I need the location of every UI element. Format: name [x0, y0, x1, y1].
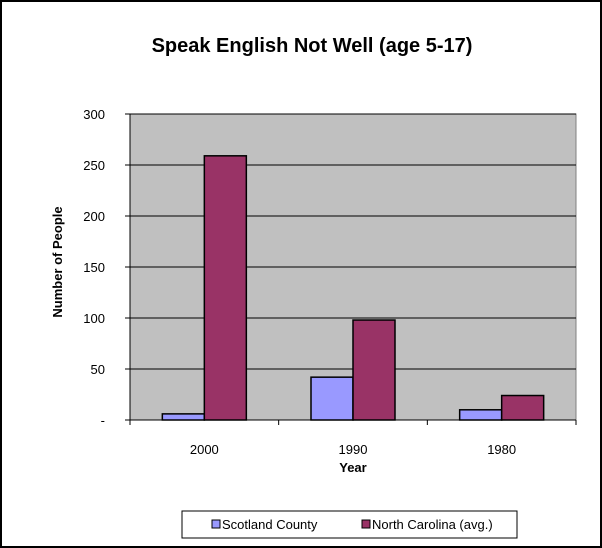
legend: Scotland County North Carolina (avg.)	[181, 510, 518, 539]
chart-title: Speak English Not Well (age 5-17)	[152, 35, 473, 57]
x-axis-label: Year	[339, 460, 366, 475]
bar-north-carolina-1990	[352, 319, 396, 421]
y-tick-label: -	[101, 413, 105, 428]
x-tick-label: 1980	[487, 442, 516, 457]
x-tick-label: 1990	[339, 442, 368, 457]
y-tick-label: 150	[83, 260, 105, 275]
bar-scotland-county-1980	[458, 409, 503, 421]
legend-swatch-scotland-county	[211, 519, 221, 529]
y-axis-ticks: - 50 100 150 200 250 300	[83, 107, 130, 428]
bar-scotland-county-1990	[310, 376, 354, 421]
legend-box	[181, 510, 518, 539]
bar-north-carolina-2000	[203, 155, 248, 421]
y-tick-label: 200	[83, 209, 105, 224]
y-tick-label: 300	[83, 107, 105, 122]
y-tick-label: 50	[91, 362, 105, 377]
legend-label-north-carolina: North Carolina (avg.)	[372, 517, 493, 532]
x-tick-label: 2000	[190, 442, 219, 457]
bar-north-carolina-1980	[500, 394, 545, 421]
legend-swatch-north-carolina	[361, 519, 371, 529]
y-axis-label: Number of People	[50, 206, 65, 317]
y-tick-label: 100	[83, 311, 105, 326]
bars	[161, 155, 545, 421]
bar-scotland-county-2000	[161, 413, 206, 421]
legend-label-scotland-county: Scotland County	[222, 517, 318, 532]
y-tick-label: 250	[83, 158, 105, 173]
x-axis-ticks: 2000 1990 1980	[129, 420, 577, 457]
